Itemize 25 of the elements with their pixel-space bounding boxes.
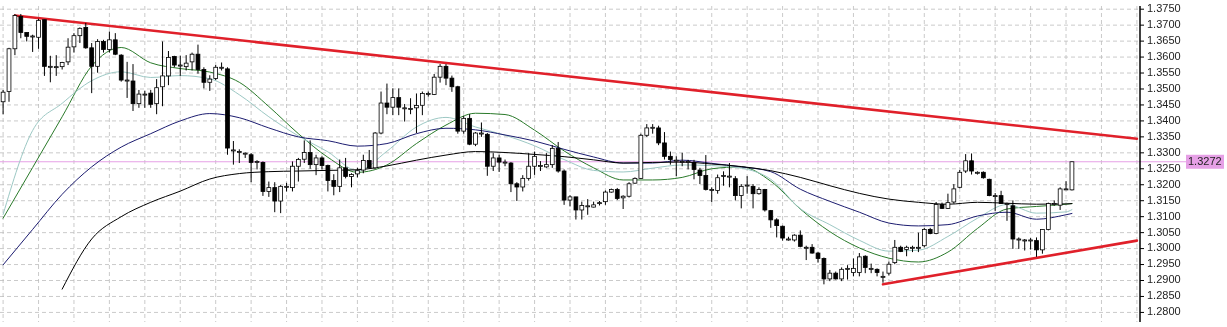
y-tick-label: 1.3300 [1147, 145, 1181, 158]
y-tick-label: 1.3150 [1147, 193, 1181, 206]
y-tick-label: 1.3050 [1147, 225, 1181, 238]
ref-line-label: 1.3272 [1188, 154, 1222, 167]
y-tick-label: 1.3350 [1147, 129, 1181, 142]
y-tick-label: 1.2800 [1147, 305, 1181, 318]
y-tick-label: 1.3250 [1147, 161, 1181, 174]
y-tick-label: 1.3450 [1147, 97, 1181, 110]
y-tick-label: 1.3100 [1147, 209, 1181, 222]
y-tick-label: 1.3650 [1147, 34, 1181, 47]
candlestick [0, 89, 6, 115]
y-tick-label: 1.3750 [1147, 2, 1181, 15]
y-tick-label: 1.3500 [1147, 81, 1181, 94]
y-tick-label: 1.3000 [1147, 241, 1181, 254]
candlestick [880, 271, 886, 284]
y-tick-label: 1.3200 [1147, 177, 1181, 190]
y-tick-label: 1.3600 [1147, 49, 1181, 62]
y-tick-label: 1.2850 [1147, 289, 1181, 302]
y-tick-label: 1.2900 [1147, 273, 1181, 286]
line-series [2, 113, 1073, 266]
y-tick-label: 1.2950 [1147, 257, 1181, 270]
y-tick-label: 1.3700 [1147, 18, 1181, 31]
y-tick-label: 1.3550 [1147, 65, 1181, 78]
y-tick-label: 1.3400 [1147, 113, 1181, 126]
line-series [2, 71, 1073, 252]
